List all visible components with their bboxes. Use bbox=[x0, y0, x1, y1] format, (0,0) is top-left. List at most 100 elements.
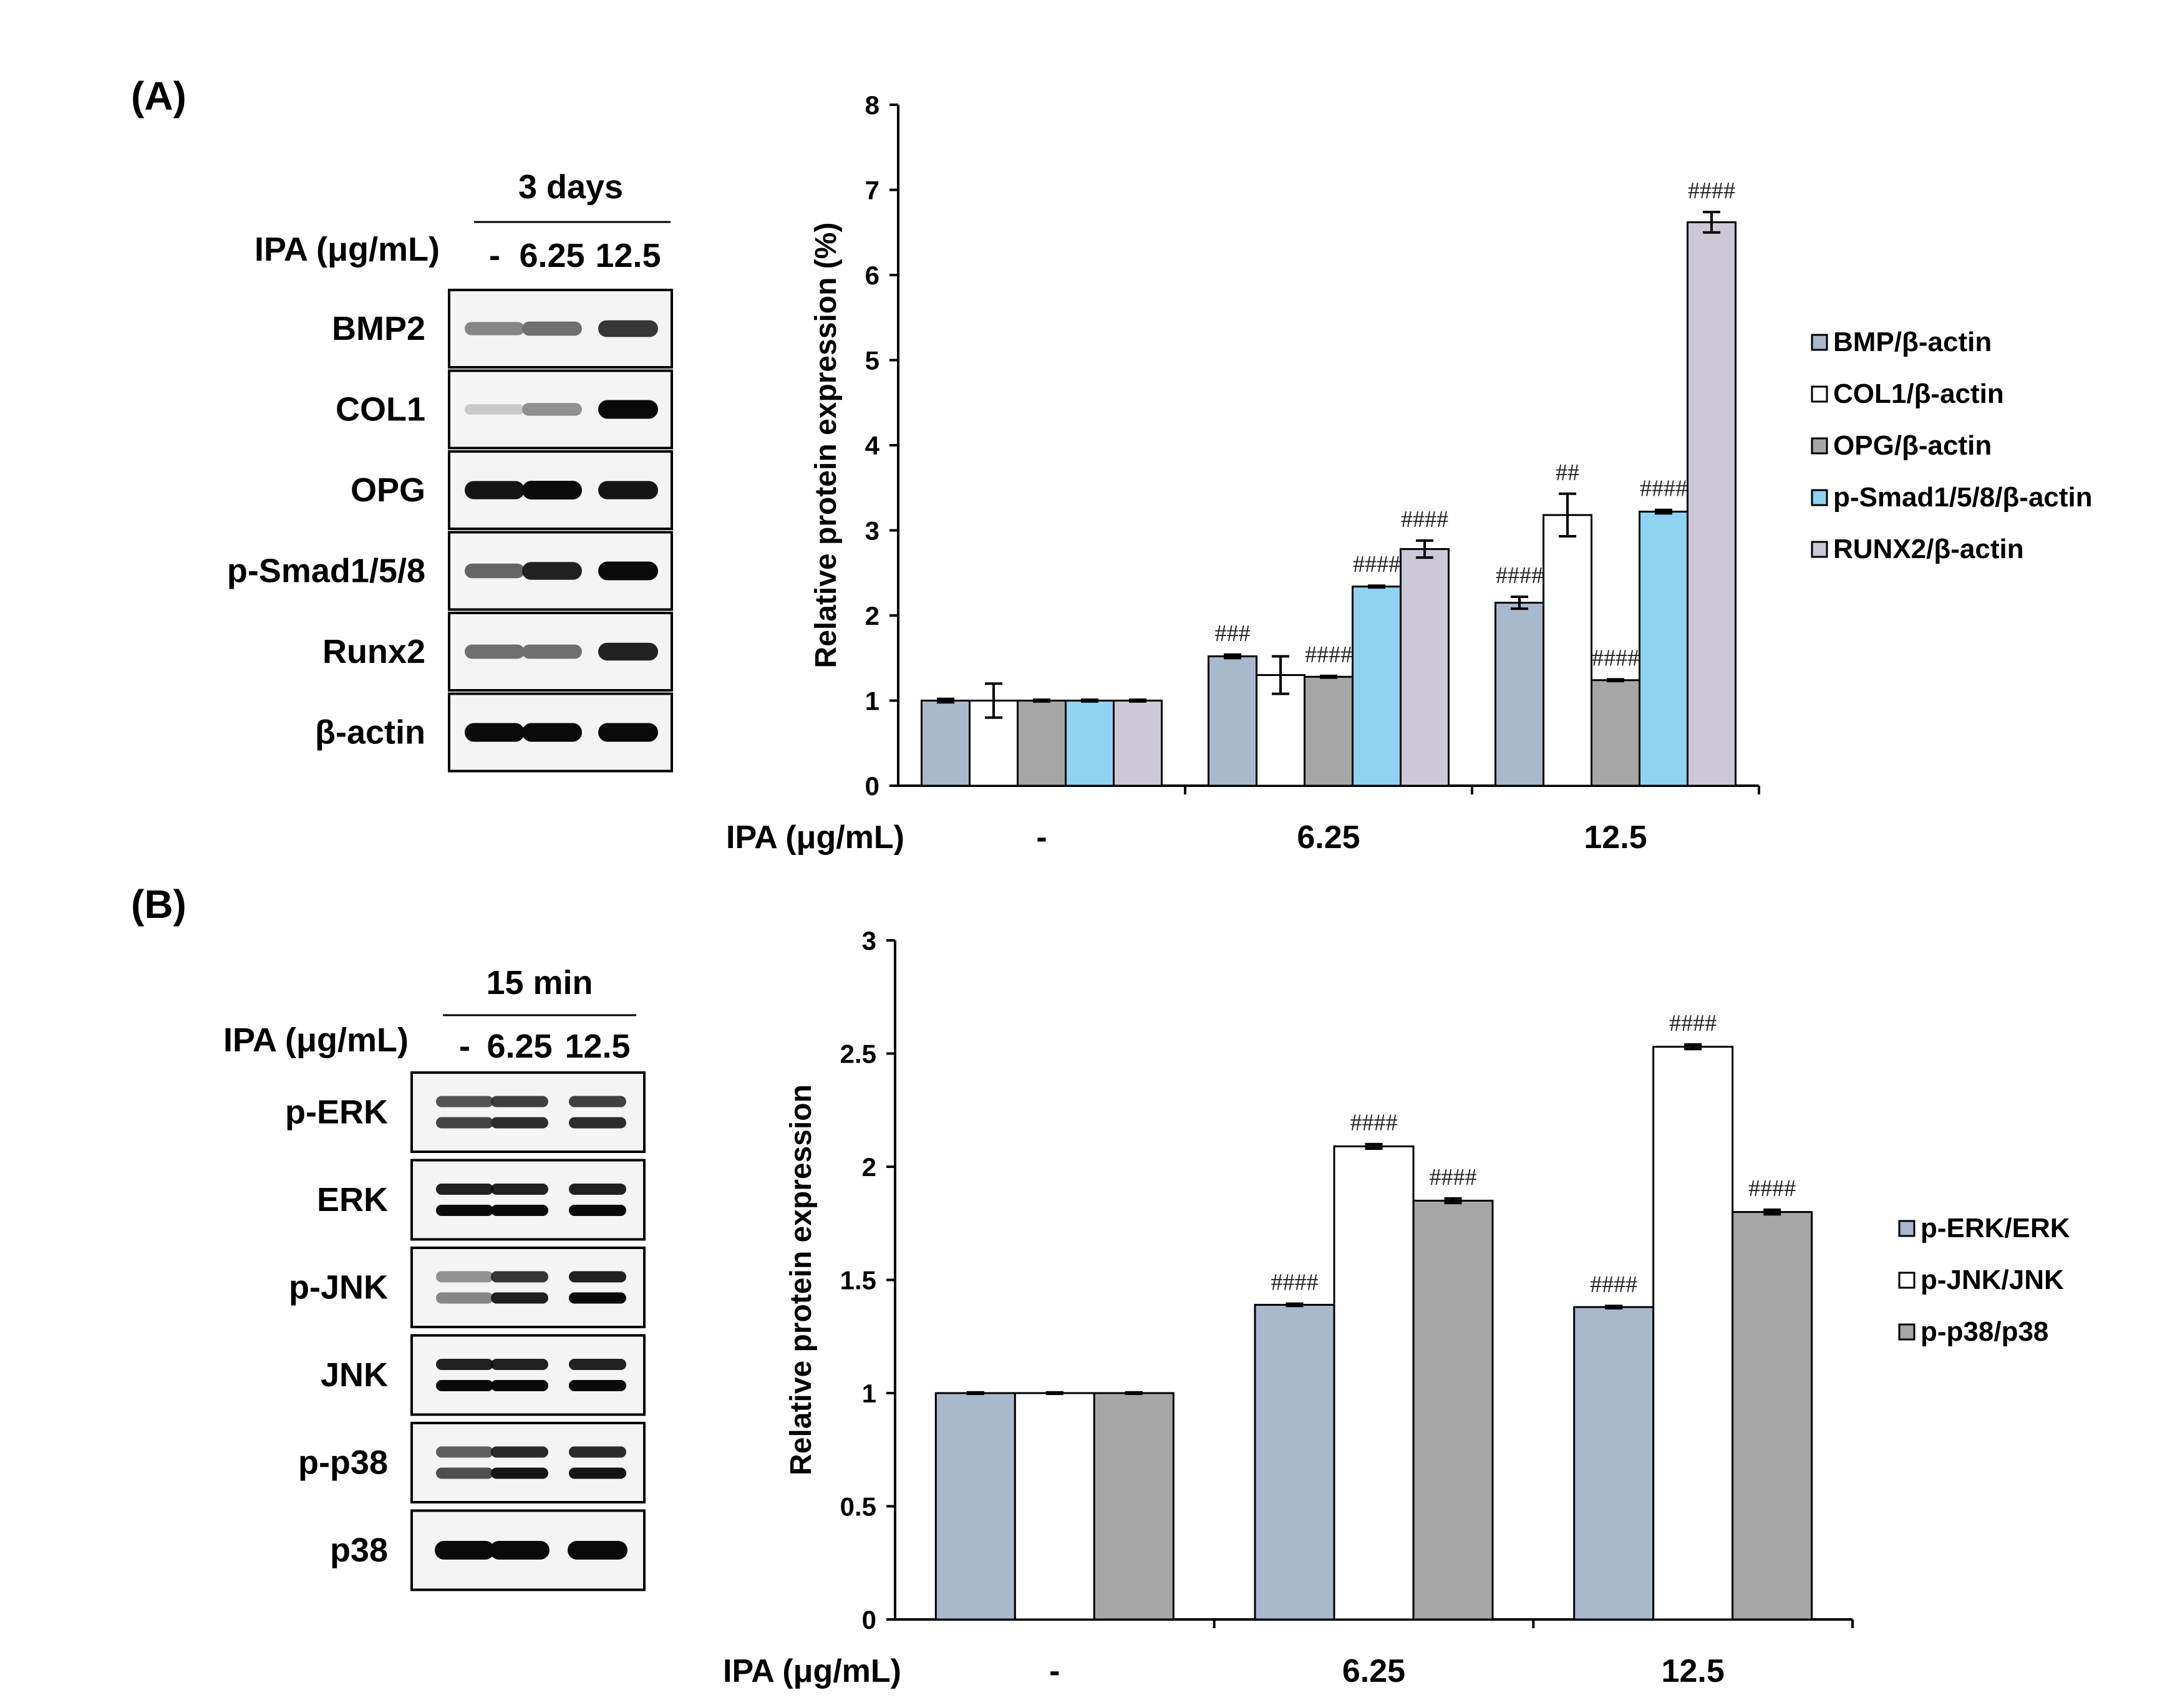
chart-a-bar bbox=[1591, 679, 1640, 787]
chart-b-bar bbox=[1573, 1306, 1655, 1621]
chart-a-bar bbox=[1017, 700, 1067, 787]
blot-b-band bbox=[569, 1359, 626, 1370]
chart-b-bar bbox=[934, 1392, 1016, 1621]
chart-b-y-tick-label: 2.5 bbox=[840, 1040, 876, 1069]
blot-a-band bbox=[465, 322, 525, 335]
chart-b-bar bbox=[1652, 1046, 1734, 1621]
blot-b-row-label: ERK bbox=[317, 1181, 388, 1218]
blot-a-band bbox=[522, 321, 582, 336]
blot-b-blot-box bbox=[410, 1071, 646, 1153]
blot-b-row-label: p-ERK bbox=[285, 1094, 388, 1131]
chart-a-significance-label: #### bbox=[1496, 562, 1543, 589]
chart-a-significance-label: #### bbox=[1640, 476, 1687, 502]
chart-a-y-label: Relative protein expression (%) bbox=[810, 223, 843, 668]
blot-a-duration: 3 days bbox=[518, 168, 623, 206]
blot-b-band bbox=[491, 1359, 548, 1370]
blot-a-band bbox=[598, 481, 658, 499]
blot-a-band bbox=[598, 723, 658, 742]
chart-b-significance-label: #### bbox=[1350, 1110, 1398, 1136]
chart-a-y-tick-label: 0 bbox=[865, 771, 879, 801]
chart-b-bar bbox=[1412, 1199, 1494, 1621]
chart-a-bar bbox=[1543, 514, 1592, 787]
blot-a-treatment-label: IPA (μg/mL) bbox=[254, 231, 440, 268]
chart-a-significance-label: ## bbox=[1556, 460, 1579, 486]
chart-b-significance-label: #### bbox=[1430, 1164, 1477, 1190]
blot-a-row-label: OPG bbox=[351, 471, 425, 509]
blot-b-band bbox=[436, 1292, 493, 1304]
blot-b-band bbox=[436, 1380, 493, 1391]
chart-a-bar bbox=[1400, 548, 1450, 787]
chart-b-significance-label: #### bbox=[1748, 1175, 1796, 1202]
chart-a-y-tick-label: 1 bbox=[865, 687, 879, 716]
chart-a-legend-swatch bbox=[1811, 489, 1828, 506]
chart-a-significance-label: #### bbox=[1592, 645, 1639, 671]
blot-b-band bbox=[435, 1541, 495, 1560]
chart-a-significance-label: #### bbox=[1401, 506, 1448, 533]
chart-a-legend-label: COL1/β-actin bbox=[1833, 379, 2004, 409]
chart-b-bar bbox=[1254, 1303, 1335, 1621]
chart-b-y-tick-label: 0 bbox=[862, 1605, 876, 1634]
chart-b-bar bbox=[1333, 1145, 1415, 1621]
blot-b-blot-box bbox=[410, 1247, 646, 1328]
blot-a-row-label: Runx2 bbox=[322, 633, 425, 670]
blot-b-treatment-label: IPA (μg/mL) bbox=[223, 1021, 409, 1059]
panel-label-a: (A) bbox=[131, 74, 186, 118]
chart-a-bar bbox=[1113, 700, 1163, 787]
blot-b-band bbox=[569, 1271, 626, 1283]
blot-b-lane-label: 12.5 bbox=[564, 1028, 630, 1065]
chart-b-bar bbox=[1093, 1392, 1175, 1621]
blot-a-band bbox=[522, 723, 582, 742]
blot-b-band bbox=[436, 1359, 493, 1370]
chart-b-legend-swatch bbox=[1898, 1271, 1916, 1289]
blot-b-band bbox=[491, 1380, 548, 1391]
chart-b-significance-label: #### bbox=[1271, 1270, 1319, 1296]
blot-a-band bbox=[522, 644, 582, 659]
chart-a-category-label: 6.25 bbox=[1297, 819, 1360, 856]
chart-a-bar bbox=[1639, 510, 1688, 787]
chart-a-legend-label: BMP/β-actin bbox=[1833, 327, 1992, 357]
chart-b-legend-swatch bbox=[1898, 1220, 1916, 1237]
blot-b-band bbox=[569, 1205, 626, 1216]
blot-b-row-label: p-p38 bbox=[298, 1444, 388, 1482]
blot-b-lane-label: - bbox=[459, 1028, 470, 1065]
chart-b-category-label: - bbox=[1049, 1653, 1060, 1689]
blot-a-band bbox=[465, 723, 525, 742]
chart-a-y-tick-label: 2 bbox=[865, 601, 879, 630]
chart-a-bar bbox=[1352, 586, 1402, 787]
blot-b-band bbox=[436, 1184, 493, 1195]
chart-b: 0 0.5 1 1.5 2 2.5 3 Relative protein expression… bbox=[723, 926, 2070, 1689]
chart-a: 0 1 2 3 4 5 6 7 8 Relative protein expression (%)… bbox=[726, 90, 2093, 856]
chart-a-significance-label: #### bbox=[1688, 178, 1735, 204]
blot-a-band bbox=[465, 404, 525, 415]
blot-b-blot-box bbox=[410, 1422, 646, 1503]
chart-a-legend-label: p-Smad1/5/8/β-actin bbox=[1833, 482, 2093, 513]
blot-b-band bbox=[436, 1467, 493, 1479]
blot-b-lane-labels: -6.25 12.5 bbox=[459, 1028, 631, 1065]
chart-a-y-tick-label: 8 bbox=[865, 90, 879, 120]
chart-b-significance-label: #### bbox=[1669, 1010, 1717, 1036]
blot-b-blot-box bbox=[410, 1334, 646, 1416]
blot-b-band bbox=[490, 1541, 550, 1560]
chart-a-legend-swatch bbox=[1811, 541, 1828, 558]
blot-a-band bbox=[598, 642, 658, 661]
chart-b-y-tick-label: 1.5 bbox=[840, 1266, 876, 1295]
chart-a-x-label: IPA (μg/mL) bbox=[726, 819, 904, 856]
chart-b-y-label: Relative protein expression bbox=[785, 1084, 818, 1475]
blot-a-band bbox=[598, 400, 658, 419]
chart-a-legend-swatch bbox=[1811, 334, 1828, 351]
chart-a-legend-swatch bbox=[1811, 385, 1828, 403]
blot-a-row-label: BMP2 bbox=[332, 310, 425, 347]
chart-b-y-tick-label: 3 bbox=[862, 926, 876, 955]
blot-b-row-label: JNK bbox=[321, 1356, 388, 1394]
chart-a-bar bbox=[1065, 700, 1115, 787]
blot-b-band bbox=[569, 1096, 626, 1107]
chart-b-category-label: 6.25 bbox=[1342, 1653, 1405, 1689]
blot-b-band bbox=[568, 1541, 627, 1560]
chart-b-bar bbox=[1014, 1392, 1095, 1621]
blot-b-band bbox=[491, 1292, 548, 1304]
chart-a-bar bbox=[1208, 655, 1257, 787]
blot-b-band bbox=[436, 1096, 493, 1107]
chart-b-legend-label: p-JNK/JNK bbox=[1921, 1265, 2064, 1295]
blot-a-band bbox=[465, 644, 525, 659]
